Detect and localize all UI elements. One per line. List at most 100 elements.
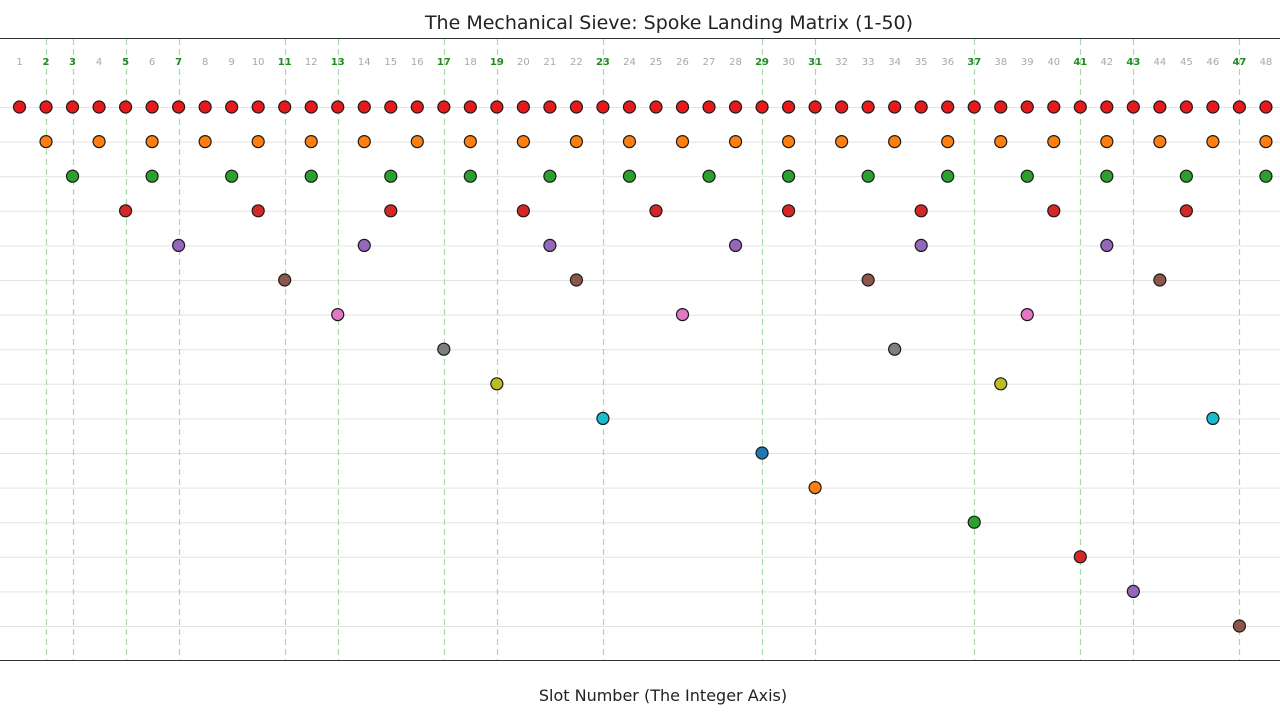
x-tick-label: 25: [650, 57, 663, 68]
spoke-point: [861, 169, 875, 183]
x-tick-label: 4: [96, 57, 102, 68]
spoke-point: [1020, 100, 1034, 114]
spoke-point: [543, 238, 557, 252]
spoke-point: [278, 100, 292, 114]
x-tick-label: 11: [278, 57, 292, 68]
spoke-point: [1100, 100, 1114, 114]
x-tick-label: 10: [252, 57, 265, 68]
spoke-point: [1259, 100, 1273, 114]
spoke-point: [967, 100, 981, 114]
x-tick-label: 38: [994, 57, 1007, 68]
spoke-point: [835, 100, 849, 114]
spoke-point: [357, 100, 371, 114]
x-tick-label: 21: [544, 57, 557, 68]
x-tick-label: 28: [729, 57, 742, 68]
spoke-point: [1259, 135, 1273, 149]
spoke-point: [1126, 100, 1140, 114]
spoke-point: [1047, 135, 1061, 149]
spoke-point: [1100, 135, 1114, 149]
x-tick-label: 48: [1260, 57, 1273, 68]
spoke-point: [410, 135, 424, 149]
x-tick-label: 29: [755, 57, 769, 68]
spoke-point: [781, 204, 796, 218]
x-tick-label: 42: [1100, 57, 1113, 68]
spoke-point: [384, 204, 398, 218]
spoke-point: [357, 135, 371, 149]
spoke-point: [172, 100, 186, 114]
spoke-point: [225, 100, 239, 114]
x-tick-label: 14: [358, 57, 371, 68]
spoke-point: [596, 411, 610, 425]
spoke-point: [755, 100, 769, 114]
spoke-point: [172, 238, 186, 252]
spoke-point: [331, 308, 345, 322]
spoke-point: [781, 135, 796, 149]
spoke-point: [251, 204, 265, 218]
spoke-point: [702, 169, 716, 183]
x-tick-label: 47: [1232, 57, 1246, 68]
spoke-point: [92, 100, 106, 114]
spoke-point: [888, 342, 902, 356]
spoke-point: [251, 100, 265, 114]
spoke-point: [596, 100, 610, 114]
spoke-point: [622, 100, 637, 114]
x-tick-label: 37: [967, 57, 981, 68]
spoke-point: [808, 481, 822, 495]
x-tick-label: 2: [43, 57, 50, 68]
x-tick-label: 45: [1180, 57, 1193, 68]
x-tick-label: 8: [202, 57, 208, 68]
x-tick-label: 23: [596, 57, 610, 68]
spoke-point: [835, 135, 849, 149]
spoke-point: [675, 308, 690, 322]
spoke-point: [1206, 411, 1220, 425]
spoke-point: [755, 446, 769, 460]
x-tick-label: 6: [149, 57, 155, 68]
spoke-point: [1179, 204, 1193, 218]
x-tick-label: 12: [305, 57, 318, 68]
spoke-point: [861, 100, 875, 114]
x-tick-label: 15: [384, 57, 397, 68]
spoke-point: [1206, 100, 1220, 114]
spoke-point: [1259, 169, 1273, 183]
spoke-point: [728, 100, 743, 114]
spoke-point: [463, 135, 477, 149]
spoke-point: [967, 515, 981, 529]
spoke-point: [198, 135, 212, 149]
spoke-point: [437, 100, 451, 114]
spoke-point: [622, 135, 637, 149]
row-gridlines: [0, 107, 1280, 627]
spoke-point: [92, 135, 106, 149]
x-tick-label: 17: [437, 57, 451, 68]
spoke-point: [728, 135, 743, 149]
spoke-point: [1153, 273, 1167, 287]
spoke-point: [145, 169, 159, 183]
spoke-point: [569, 273, 584, 287]
spoke-point: [198, 100, 212, 114]
spoke-point: [437, 342, 451, 356]
spoke-point: [543, 100, 557, 114]
x-tick-label: 46: [1207, 57, 1220, 68]
spoke-point: [649, 100, 663, 114]
x-tick-label: 43: [1126, 57, 1140, 68]
spoke-point: [861, 273, 875, 287]
spoke-point: [569, 135, 584, 149]
spoke-point: [1153, 135, 1167, 149]
spoke-point: [516, 100, 530, 114]
x-axis-label: Slot Number (The Integer Axis): [539, 686, 787, 705]
x-tick-label: 33: [862, 57, 875, 68]
spoke-point: [39, 135, 53, 149]
spoke-point: [888, 100, 902, 114]
chart-title: The Mechanical Sieve: Spoke Landing Matr…: [424, 12, 913, 34]
x-tick-label: 39: [1021, 57, 1034, 68]
x-tick-label: 9: [228, 57, 234, 68]
x-tick-label: 19: [490, 57, 504, 68]
spoke-point: [384, 169, 398, 183]
spoke-point: [781, 100, 796, 114]
spoke-point: [463, 100, 477, 114]
x-tick-label: 26: [676, 57, 689, 68]
x-tick-label: 16: [411, 57, 424, 68]
spoke-point: [490, 100, 504, 114]
spoke-point: [941, 100, 955, 114]
x-tick-label: 41: [1073, 57, 1087, 68]
